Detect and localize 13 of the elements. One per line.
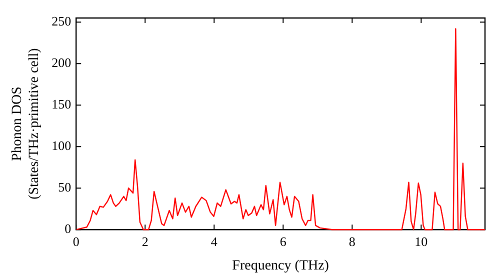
x-axis-title: Frequency (THz) [232, 258, 330, 274]
y-tick-label: 150 [52, 96, 72, 112]
x-tick-label: 8 [348, 234, 356, 249]
y-tick-label: 100 [52, 138, 72, 154]
y-tick-label: 50 [58, 180, 72, 195]
x-tick-label: 10 [414, 234, 428, 249]
x-tick-label: 4 [210, 234, 218, 249]
y-tick-label: 250 [52, 14, 72, 29]
y-tick-label: 200 [52, 55, 72, 70]
x-tick-label: 6 [280, 234, 287, 249]
x-tick-label: 2 [142, 234, 148, 249]
y-axis-title: Phonon DOS (States/THz·primitive cell) [10, 48, 42, 200]
y-tick-label: 0 [64, 221, 72, 236]
